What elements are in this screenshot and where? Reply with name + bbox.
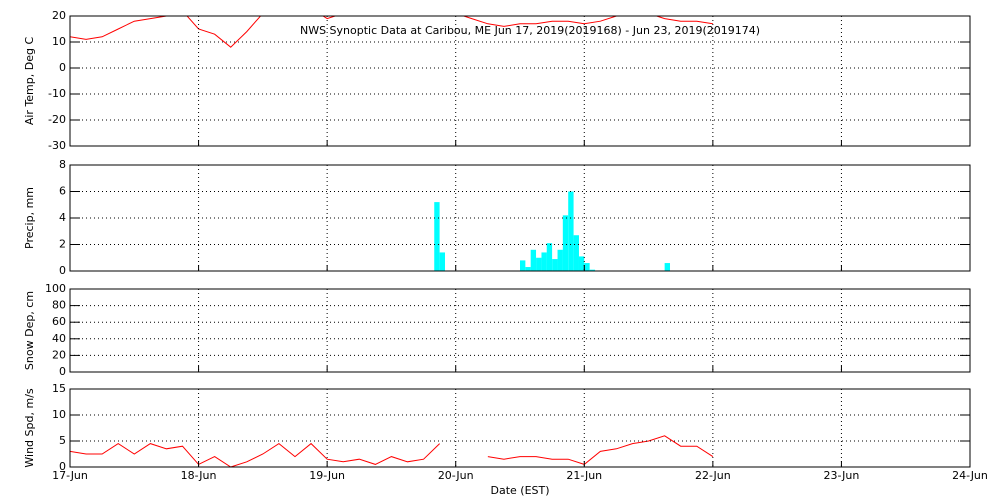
- bar: [434, 202, 440, 271]
- y-axis-label: Precip, mm: [23, 187, 36, 249]
- plot-frame: [69, 15, 971, 147]
- bar: [525, 267, 531, 271]
- y-tick-label: 0: [59, 365, 66, 378]
- y-tick-label: 20: [52, 9, 66, 22]
- plot-frame: [69, 288, 971, 373]
- y-tick-label: 5: [59, 434, 66, 447]
- y-axis-label: Air Temp, Deg C: [23, 37, 36, 126]
- bar: [520, 260, 526, 271]
- data-line: [70, 435, 714, 467]
- y-tick-label: -30: [48, 139, 66, 152]
- y-tick-label: 100: [45, 282, 66, 295]
- y-tick-label: 60: [52, 315, 66, 328]
- y-tick-label: 20: [52, 348, 66, 361]
- y-tick-label: -20: [48, 113, 66, 126]
- x-tick-label: 19-Jun: [309, 469, 345, 482]
- x-tick-label: 23-Jun: [824, 469, 860, 482]
- bar: [536, 257, 542, 271]
- x-tick-label: 24-Jun: [952, 469, 988, 482]
- bar: [573, 235, 579, 271]
- y-tick-label: 15: [52, 382, 66, 395]
- x-tick-label: 17-Jun: [52, 469, 88, 482]
- y-tick-label: 0: [59, 460, 66, 473]
- chart-title: NWS Synoptic Data at Caribou, ME Jun 17,…: [300, 24, 760, 37]
- bar: [541, 252, 547, 271]
- x-tick-label: 20-Jun: [438, 469, 474, 482]
- y-tick-label: 0: [59, 264, 66, 277]
- bar: [664, 263, 671, 271]
- panel: [434, 191, 671, 271]
- y-tick-label: -10: [48, 87, 66, 100]
- y-tick-label: 4: [59, 211, 66, 224]
- bar: [552, 259, 558, 271]
- plot-frame: [69, 164, 971, 272]
- panel: [70, 16, 713, 48]
- y-tick-label: 8: [59, 158, 66, 171]
- plot-frame: [69, 388, 971, 468]
- y-tick-label: 10: [52, 408, 66, 421]
- x-tick-label: 18-Jun: [181, 469, 217, 482]
- x-tick-label: 21-Jun: [566, 469, 602, 482]
- y-tick-label: 6: [59, 185, 66, 198]
- bar: [589, 269, 596, 271]
- data-line: [70, 16, 713, 48]
- bar: [546, 243, 553, 271]
- bar: [562, 215, 569, 271]
- y-axis-label: Wind Spd, m/s: [23, 388, 36, 468]
- bar: [439, 252, 446, 271]
- y-tick-label: 40: [52, 332, 66, 345]
- y-tick-label: 80: [52, 299, 66, 312]
- bar: [584, 263, 590, 271]
- bar: [530, 249, 537, 271]
- bar: [568, 191, 574, 271]
- y-tick-label: 2: [59, 238, 66, 251]
- bar: [557, 249, 563, 271]
- bar: [578, 256, 585, 271]
- x-axis-label: Date (EST): [490, 484, 549, 497]
- y-axis-label: Snow Dep, cm: [23, 291, 36, 370]
- y-tick-label: 10: [52, 35, 66, 48]
- x-tick-label: 22-Jun: [695, 469, 731, 482]
- panel: [70, 435, 714, 467]
- y-tick-label: 0: [59, 61, 66, 74]
